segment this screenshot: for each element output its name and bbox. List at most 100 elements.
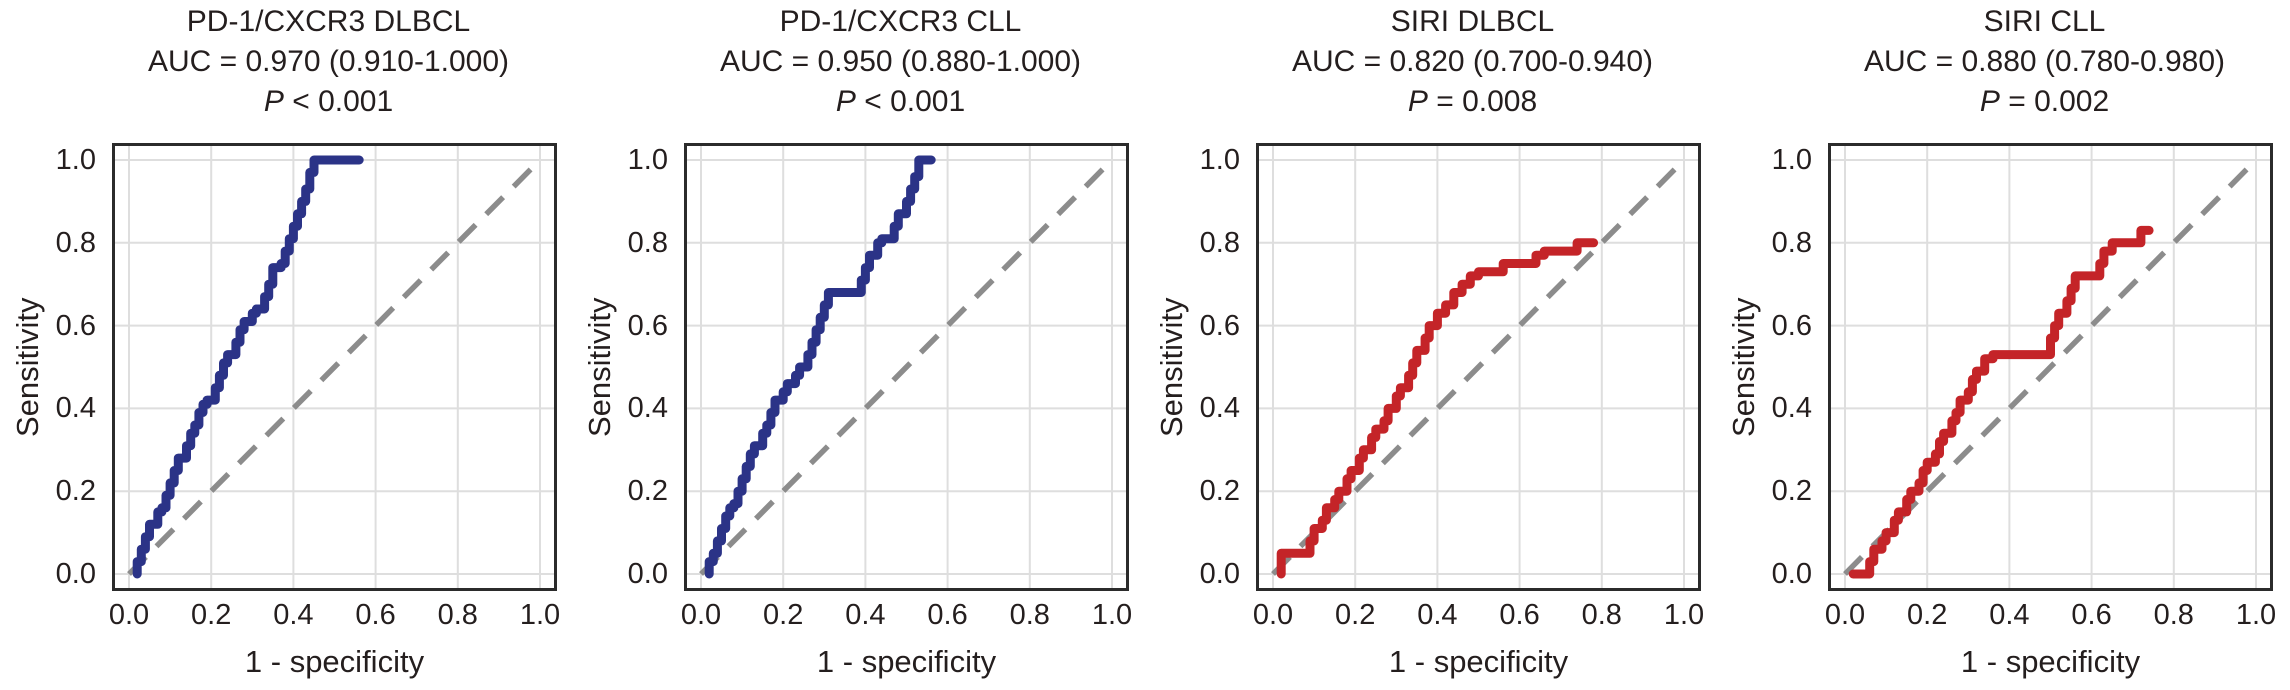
- x-tick-label: 0.6: [927, 599, 968, 631]
- y-tick-label: 0.8: [1199, 226, 1240, 259]
- y-tick-label: 1.0: [55, 144, 96, 176]
- reference-diagonal-line: [127, 158, 542, 576]
- x-tick-label: 0.0: [680, 599, 722, 631]
- x-tick-label: 1.0: [2235, 599, 2277, 631]
- p-symbol: P: [1979, 85, 2000, 118]
- y-tick-label: 0.0: [627, 558, 668, 590]
- x-axis-label: 1 - specificity: [816, 644, 997, 679]
- y-tick-label: 0.0: [55, 558, 96, 590]
- roc-panel-siri-cll: SIRI CLL AUC = 0.880 (0.780-0.980) P = 0…: [1716, 0, 2288, 690]
- x-tick-label: 0.2: [191, 599, 232, 631]
- roc-panel-siri-dlbcl: SIRI DLBCL AUC = 0.820 (0.700-0.940) P =…: [1144, 0, 1716, 690]
- x-axis-label: 1 - specificity: [1960, 644, 2141, 679]
- y-tick-label: 0.8: [55, 226, 96, 259]
- x-tick-label: 0.4: [1989, 599, 2030, 631]
- panel-title: PD-1/CXCR3 CLL AUC = 0.950 (0.880-1.000)…: [668, 2, 1133, 122]
- panel-title-pvalue: P < 0.001: [668, 82, 1133, 122]
- roc-plot-area: [112, 143, 557, 591]
- y-tick-label: 0.4: [1771, 392, 1812, 425]
- p-value-text: = 0.008: [1427, 85, 1538, 118]
- x-tick-label: 0.0: [1824, 599, 1866, 631]
- y-tick-label: 0.8: [1771, 226, 1812, 259]
- panel-title-name: PD-1/CXCR3 DLBCL: [186, 5, 471, 38]
- x-tick-label: 0.4: [845, 599, 886, 631]
- panel-title-auc: AUC = 0.880 (0.780-0.980): [1863, 45, 2226, 78]
- roc-plot-area: [684, 143, 1129, 591]
- p-symbol: P: [835, 85, 856, 118]
- x-axis-ticks: 0.0 0.2 0.4 0.6 0.8 1.0: [1253, 598, 1704, 638]
- x-tick-label: 0.6: [2071, 599, 2112, 631]
- panel-title-name: SIRI DLBCL: [1390, 5, 1555, 38]
- x-tick-label: 0.8: [2153, 599, 2194, 631]
- panel-title-name: PD-1/CXCR3 CLL: [779, 5, 1022, 38]
- x-tick-label: 0.6: [1499, 599, 1540, 631]
- panel-title-auc: AUC = 0.820 (0.700-0.940): [1291, 45, 1654, 78]
- roc-curve: [1848, 225, 2154, 579]
- reference-diagonal-line: [1271, 158, 1686, 576]
- y-tick-label: 0.4: [1199, 392, 1240, 425]
- x-tick-label: 0.2: [763, 599, 804, 631]
- panel-title-pvalue: P < 0.001: [96, 82, 561, 122]
- y-tick-label: 0.2: [627, 475, 668, 508]
- panel-title-pvalue: P = 0.002: [1812, 82, 2277, 122]
- y-axis-ticks: 1.0 0.8 0.6 0.4 0.2 0.0: [572, 143, 676, 591]
- x-tick-label: 0.8: [1581, 599, 1622, 631]
- x-axis-ticks: 0.0 0.2 0.4 0.6 0.8 1.0: [681, 598, 1132, 638]
- roc-plot-area: [1256, 143, 1701, 591]
- y-axis-ticks: 1.0 0.8 0.6 0.4 0.2 0.0: [0, 143, 104, 591]
- y-tick-label: 0.2: [1771, 475, 1812, 508]
- y-tick-label: 0.6: [627, 309, 668, 342]
- roc-panel-pd1-cxcr3-cll: PD-1/CXCR3 CLL AUC = 0.950 (0.880-1.000)…: [572, 0, 1144, 690]
- panel-title: SIRI CLL AUC = 0.880 (0.780-0.980) P = 0…: [1812, 2, 2277, 122]
- panel-title: SIRI DLBCL AUC = 0.820 (0.700-0.940) P =…: [1240, 2, 1705, 122]
- y-tick-label: 0.4: [627, 392, 668, 425]
- roc-curve: [1276, 238, 1599, 579]
- p-value-text: = 0.002: [1999, 85, 2110, 118]
- y-tick-label: 0.8: [627, 226, 668, 259]
- y-tick-label: 0.0: [1771, 558, 1812, 590]
- reference-diagonal-line: [1843, 158, 2258, 576]
- y-tick-label: 0.6: [55, 309, 96, 342]
- panel-title-auc: AUC = 0.970 (0.910-1.000): [147, 45, 510, 78]
- y-tick-label: 1.0: [627, 144, 668, 176]
- x-tick-label: 0.4: [273, 599, 314, 631]
- y-tick-label: 0.2: [1199, 475, 1240, 508]
- y-tick-label: 1.0: [1771, 144, 1812, 176]
- roc-panel-pd1-cxcr3-dlbcl: PD-1/CXCR3 DLBCL AUC = 0.970 (0.910-1.00…: [0, 0, 572, 690]
- y-tick-label: 0.2: [55, 475, 96, 508]
- plot-frame: [684, 143, 1129, 591]
- x-tick-label: 0.6: [355, 599, 396, 631]
- x-tick-label: 0.8: [437, 599, 478, 631]
- panel-title: PD-1/CXCR3 DLBCL AUC = 0.970 (0.910-1.00…: [96, 2, 561, 122]
- p-value-text: < 0.001: [283, 85, 394, 118]
- roc-curve: [704, 155, 936, 579]
- x-tick-label: 1.0: [1663, 599, 1705, 631]
- y-tick-label: 0.6: [1199, 309, 1240, 342]
- panel-title-auc: AUC = 0.950 (0.880-1.000): [719, 45, 1082, 78]
- x-axis-ticks: 0.0 0.2 0.4 0.6 0.8 1.0: [109, 598, 560, 638]
- x-tick-label: 0.2: [1907, 599, 1948, 631]
- y-tick-label: 1.0: [1199, 144, 1240, 176]
- y-tick-label: 0.4: [55, 392, 96, 425]
- x-tick-label: 1.0: [1091, 599, 1133, 631]
- x-tick-label: 0.2: [1335, 599, 1376, 631]
- y-axis-ticks: 1.0 0.8 0.6 0.4 0.2 0.0: [1144, 143, 1248, 591]
- x-tick-label: 1.0: [519, 599, 561, 631]
- x-tick-label: 0.4: [1417, 599, 1458, 631]
- x-axis-label: 1 - specificity: [244, 644, 425, 679]
- plot-frame: [1256, 143, 1701, 591]
- plot-frame: [1828, 143, 2273, 591]
- y-axis-ticks: 1.0 0.8 0.6 0.4 0.2 0.0: [1716, 143, 1820, 591]
- p-value-text: < 0.001: [855, 85, 966, 118]
- roc-plot-area: [1828, 143, 2273, 591]
- plot-frame: [112, 143, 557, 591]
- roc-curve: [132, 155, 364, 579]
- x-tick-label: 0.8: [1009, 599, 1050, 631]
- y-tick-label: 0.6: [1771, 309, 1812, 342]
- panel-title-name: SIRI CLL: [1983, 5, 2106, 38]
- x-axis-ticks: 0.0 0.2 0.4 0.6 0.8 1.0: [1825, 598, 2276, 638]
- reference-diagonal-line: [699, 158, 1114, 576]
- x-tick-label: 0.0: [108, 599, 150, 631]
- panel-title-pvalue: P = 0.008: [1240, 82, 1705, 122]
